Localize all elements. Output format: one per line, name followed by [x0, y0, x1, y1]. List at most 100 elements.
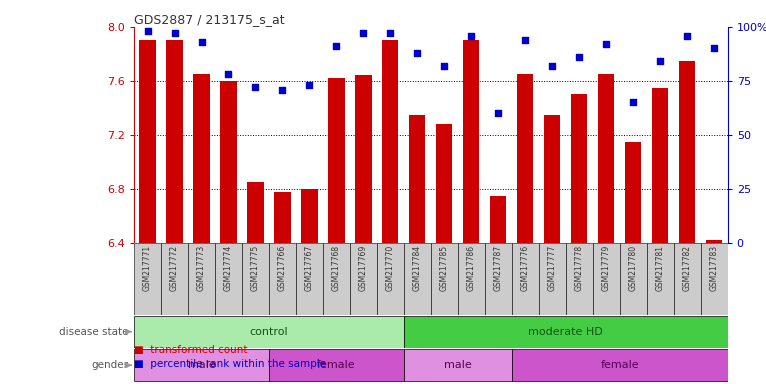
Bar: [269, 243, 296, 315]
Bar: [598, 74, 614, 243]
Bar: [458, 243, 485, 315]
Text: GSM217779: GSM217779: [602, 245, 611, 291]
Point: [493, 110, 505, 116]
Point: [195, 39, 208, 45]
Bar: [404, 349, 512, 381]
Bar: [647, 243, 674, 315]
Bar: [355, 76, 372, 243]
Text: female: female: [601, 360, 639, 370]
Point: [573, 54, 585, 60]
Bar: [242, 243, 269, 315]
Text: GSM217774: GSM217774: [224, 245, 233, 291]
Point: [169, 30, 181, 36]
Bar: [571, 94, 588, 243]
Point: [627, 99, 640, 106]
Bar: [544, 115, 561, 243]
Bar: [409, 115, 425, 243]
Bar: [652, 88, 668, 243]
Bar: [404, 316, 728, 348]
Text: GSM217782: GSM217782: [683, 245, 692, 291]
Point: [330, 43, 342, 50]
Bar: [301, 189, 318, 243]
Bar: [323, 243, 350, 315]
Point: [654, 58, 666, 65]
Text: GSM217784: GSM217784: [413, 245, 422, 291]
Point: [250, 84, 262, 91]
Point: [411, 50, 424, 56]
Bar: [329, 78, 345, 243]
Bar: [485, 243, 512, 315]
Text: GSM217777: GSM217777: [548, 245, 557, 291]
Point: [465, 33, 477, 39]
Bar: [512, 349, 728, 381]
Bar: [161, 243, 188, 315]
Bar: [490, 195, 506, 243]
Bar: [350, 243, 377, 315]
Bar: [269, 349, 404, 381]
Bar: [674, 243, 701, 315]
Bar: [139, 40, 155, 243]
Bar: [296, 243, 323, 315]
Bar: [538, 243, 566, 315]
Bar: [404, 243, 430, 315]
Point: [519, 37, 532, 43]
Bar: [593, 243, 620, 315]
Text: GSM217769: GSM217769: [359, 245, 368, 291]
Bar: [134, 316, 404, 348]
Bar: [463, 40, 480, 243]
Text: GSM217780: GSM217780: [629, 245, 638, 291]
Bar: [430, 243, 458, 315]
Point: [303, 82, 316, 88]
Text: ■  percentile rank within the sample: ■ percentile rank within the sample: [134, 359, 326, 369]
Text: GSM217781: GSM217781: [656, 245, 665, 291]
Text: moderate HD: moderate HD: [529, 327, 603, 337]
Point: [385, 30, 397, 36]
Bar: [247, 182, 264, 243]
Text: GSM217771: GSM217771: [143, 245, 152, 291]
Text: GSM217783: GSM217783: [710, 245, 719, 291]
Point: [438, 63, 450, 69]
Text: female: female: [317, 360, 355, 370]
Bar: [437, 124, 453, 243]
Bar: [620, 243, 647, 315]
Bar: [512, 243, 538, 315]
Text: GSM217778: GSM217778: [574, 245, 584, 291]
Text: GDS2887 / 213175_s_at: GDS2887 / 213175_s_at: [134, 13, 285, 26]
Text: GSM217776: GSM217776: [521, 245, 530, 291]
Bar: [701, 243, 728, 315]
Point: [681, 33, 693, 39]
Text: gender: gender: [91, 360, 128, 370]
Bar: [679, 61, 696, 243]
Text: GSM217766: GSM217766: [278, 245, 287, 291]
Bar: [377, 243, 404, 315]
Text: GSM217770: GSM217770: [386, 245, 395, 291]
Text: GSM217786: GSM217786: [466, 245, 476, 291]
Text: GSM217787: GSM217787: [494, 245, 502, 291]
Text: control: control: [250, 327, 288, 337]
Text: male: male: [188, 360, 215, 370]
Text: ■  transformed count: ■ transformed count: [134, 345, 247, 355]
Text: GSM217772: GSM217772: [170, 245, 179, 291]
Point: [222, 71, 234, 78]
Text: GSM217775: GSM217775: [251, 245, 260, 291]
Bar: [517, 74, 533, 243]
Text: disease state: disease state: [59, 327, 128, 337]
Bar: [215, 243, 242, 315]
Bar: [382, 40, 398, 243]
Point: [357, 30, 369, 36]
Bar: [193, 74, 210, 243]
Text: male: male: [444, 360, 472, 370]
Bar: [706, 240, 722, 243]
Point: [142, 28, 154, 34]
Point: [708, 45, 720, 51]
Text: GSM217773: GSM217773: [197, 245, 206, 291]
Point: [600, 41, 612, 47]
Point: [277, 86, 289, 93]
Text: GSM217785: GSM217785: [440, 245, 449, 291]
Bar: [221, 81, 237, 243]
Bar: [134, 349, 269, 381]
Bar: [134, 243, 161, 315]
Bar: [566, 243, 593, 315]
Point: [546, 63, 558, 69]
Bar: [274, 192, 290, 243]
